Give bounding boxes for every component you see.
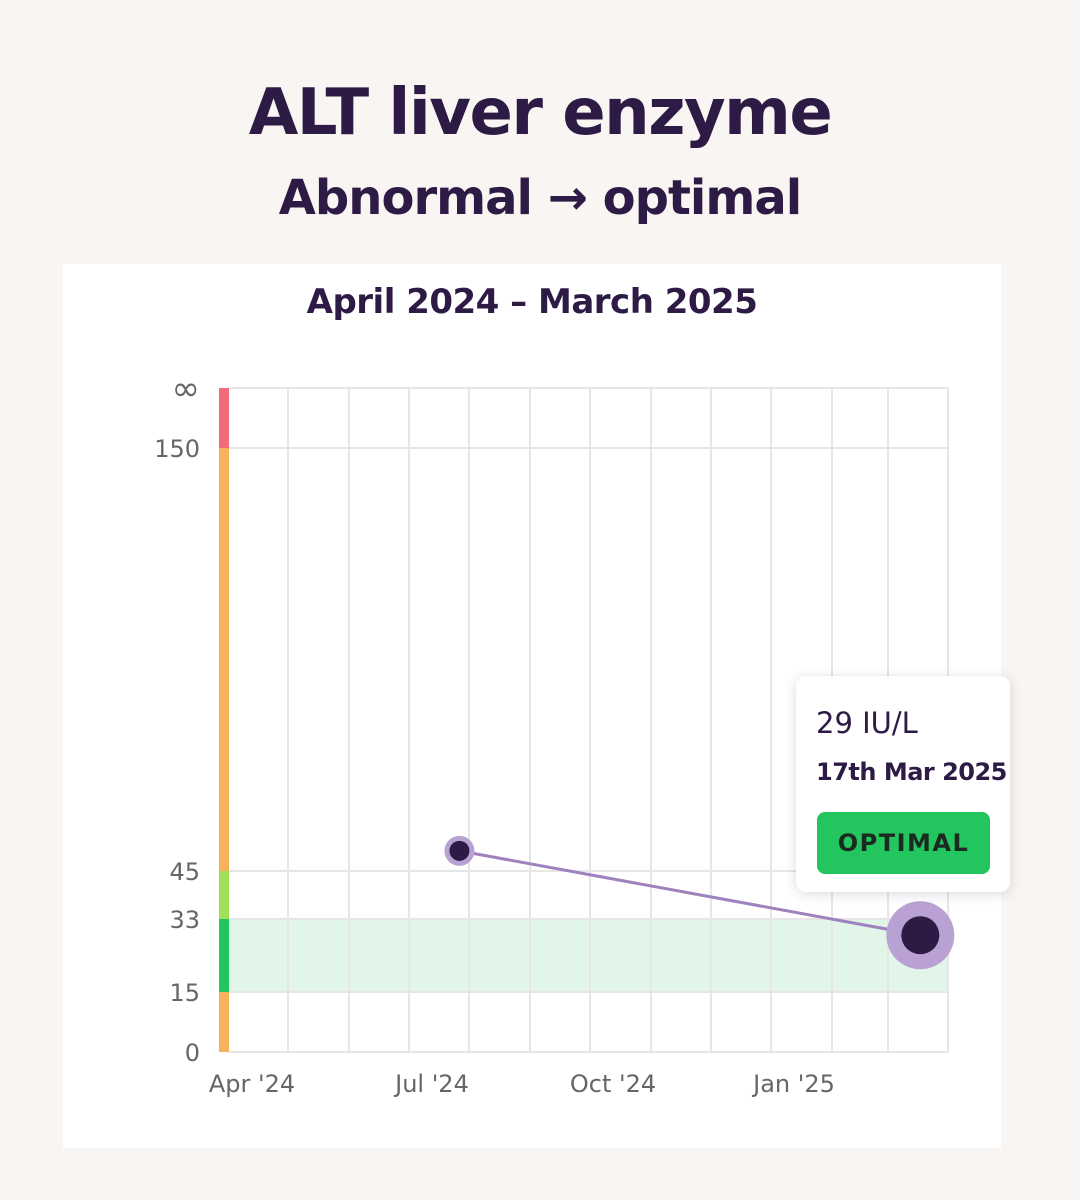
range-segment-abnormal	[219, 992, 229, 1052]
optimal-range-band	[228, 919, 948, 992]
chart-title: April 2024 – March 2025	[306, 282, 758, 322]
range-segment-optimal	[219, 919, 229, 992]
range-segment-abnormal	[219, 448, 229, 871]
page-subtitle: Abnormal → optimal	[278, 170, 802, 226]
y-tick-label: 45	[169, 858, 200, 886]
tooltip-value: 29 IU/L	[816, 706, 918, 740]
range-segment-normal	[219, 871, 229, 919]
y-tick-label: 33	[169, 906, 200, 934]
y-tick-label: 0	[185, 1039, 200, 1067]
range-segment-high	[219, 388, 229, 448]
tooltip-date: 17th Mar 2025	[816, 758, 1007, 786]
status-badge: OPTIMAL	[817, 812, 990, 874]
data-point-tooltip: 29 IU/L 17th Mar 2025 OPTIMAL	[796, 676, 1010, 892]
y-tick-label: ∞	[172, 369, 200, 409]
data-point	[449, 840, 470, 861]
x-tick-label: Apr '24	[209, 1070, 295, 1098]
y-tick-label: 15	[169, 979, 200, 1007]
y-tick-label: 150	[154, 435, 200, 463]
data-point-selected	[901, 916, 940, 955]
x-tick-label: Jan '25	[751, 1070, 835, 1098]
x-tick-label: Jul '24	[393, 1070, 469, 1098]
page-title: ALT liver enzyme	[248, 76, 833, 150]
series-line	[459, 849, 921, 937]
x-tick-label: Oct '24	[570, 1070, 656, 1098]
